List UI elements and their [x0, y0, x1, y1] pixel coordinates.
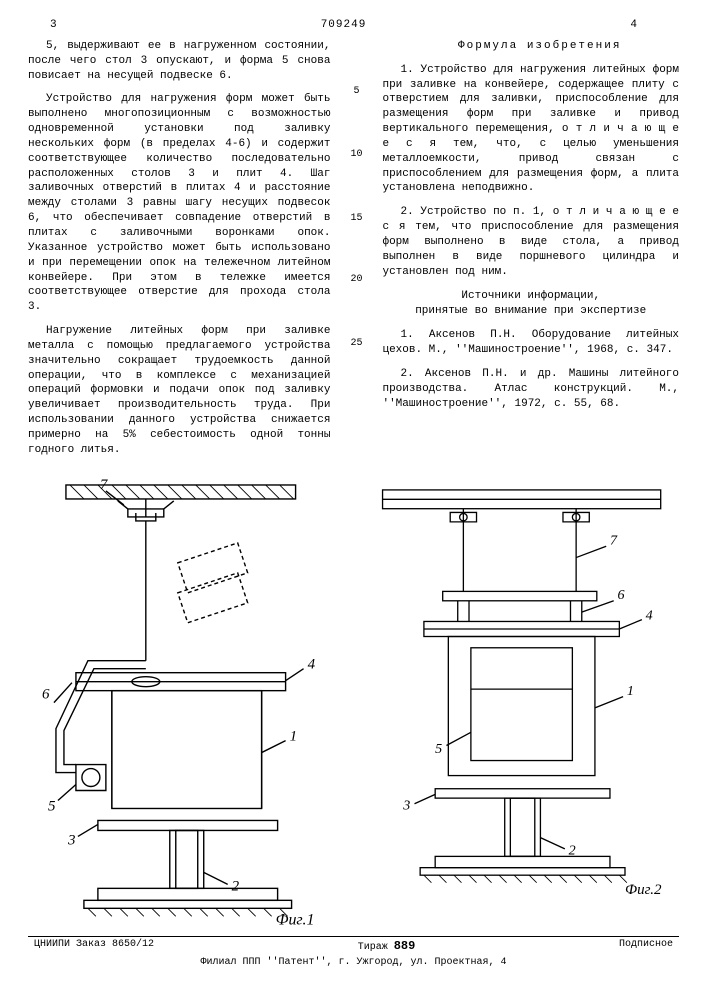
marker-15: 15 [350, 212, 362, 226]
sources-title: Источники информации, [382, 289, 679, 304]
left-p3: Нагружение литейных форм при заливке мет… [28, 324, 330, 458]
fig2-c1: 1 [626, 682, 633, 698]
text-columns: 5, выдерживают ее в нагруженном состояни… [28, 39, 679, 467]
page-num-right: 4 [630, 18, 637, 33]
marker-20: 20 [350, 273, 362, 287]
page: 3 709249 4 5, выдерживают ее в нагруженн… [0, 0, 707, 978]
left-p1: 5, выдерживают ее в нагруженном состояни… [28, 39, 330, 84]
page-num-left: 3 [50, 18, 57, 33]
claim-2: 2. Устройство по п. 1, о т л и ч а ю щ е… [382, 205, 679, 279]
footer-address: Филиал ППП ''Патент'', г. Ужгород, ул. П… [28, 955, 679, 970]
fig1-svg: 7 6 4 1 5 3 2 Фиг.1 [28, 473, 348, 932]
figure-2: 7 6 4 1 5 3 2 Фиг.2 [360, 473, 680, 932]
fig1-c6: 6 [42, 686, 50, 702]
left-column: 5, выдерживают ее в нагруженном состояни… [28, 39, 330, 467]
marker-10: 10 [350, 148, 362, 162]
footer-left: ЦНИИПИ Заказ 8650/12 [34, 938, 154, 955]
line-markers: 5 10 15 20 25 [348, 39, 364, 467]
fig2-c3: 3 [402, 797, 410, 813]
fig1-c1: 1 [290, 728, 297, 744]
fig1-label: Фиг.1 [276, 911, 315, 928]
fig1-c3: 3 [67, 832, 75, 848]
fig1-c2: 2 [232, 878, 240, 894]
ref-1: 1. Аксенов П.Н. Оборудование литейных це… [382, 328, 679, 358]
footer-right: Подписное [619, 938, 673, 955]
header-row: 3 709249 4 [28, 18, 679, 33]
patent-number: 709249 [57, 18, 631, 33]
footer-mid-value: 889 [394, 939, 416, 953]
marker-5: 5 [353, 85, 359, 99]
right-column: Формула изобретения 1. Устройство для на… [382, 39, 679, 467]
fig2-c5: 5 [435, 741, 442, 757]
left-p2: Устройство для нагружения форм может быт… [28, 92, 330, 315]
ref-2: 2. Аксенов П.Н. и др. Машины литейного п… [382, 367, 679, 412]
fig2-svg: 7 6 4 1 5 3 2 Фиг.2 [360, 473, 680, 905]
fig2-c6: 6 [617, 587, 624, 603]
fig2-c4: 4 [645, 607, 652, 623]
fig2-c2: 2 [568, 842, 575, 858]
footer-mid-label: Тираж [358, 942, 388, 953]
figures-row: 7 6 4 1 5 3 2 Фиг.1 [28, 473, 679, 932]
formula-title: Формула изобретения [382, 39, 679, 54]
sources-sub: принятые во внимание при экспертизе [382, 304, 679, 319]
fig2-label: Фиг.2 [624, 882, 661, 898]
footer-line: ЦНИИПИ Заказ 8650/12 Тираж 889 Подписное [28, 936, 679, 956]
footer: ЦНИИПИ Заказ 8650/12 Тираж 889 Подписное… [28, 936, 679, 970]
fig1-c5: 5 [48, 798, 56, 814]
figure-1: 7 6 4 1 5 3 2 Фиг.1 [28, 473, 348, 932]
fig2-c7: 7 [609, 532, 617, 548]
footer-mid: Тираж 889 [358, 938, 416, 955]
fig1-c7: 7 [100, 477, 108, 493]
claim-1: 1. Устройство для нагружения литейных фо… [382, 63, 679, 197]
fig1-c4: 4 [308, 656, 316, 672]
marker-25: 25 [350, 337, 362, 351]
